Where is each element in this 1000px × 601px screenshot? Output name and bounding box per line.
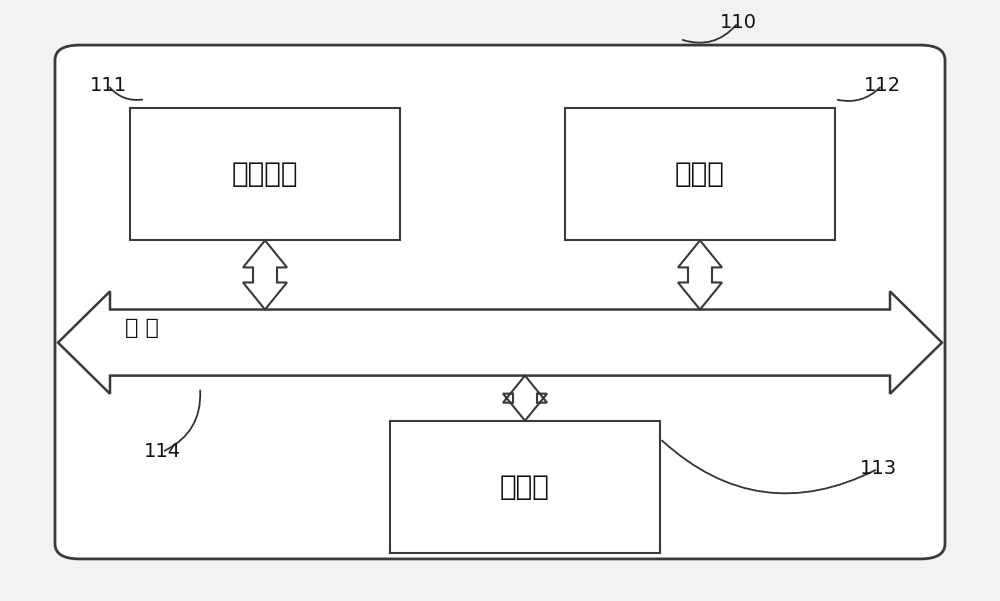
Polygon shape [58,291,942,394]
Bar [130,108,400,240]
Text: 112: 112 [863,76,901,95]
Text: 处理器: 处理器 [675,160,725,188]
Text: 113: 113 [859,459,897,478]
Text: 存储器: 存储器 [500,473,550,501]
Polygon shape [503,376,547,421]
Bar [565,108,835,240]
Polygon shape [678,240,722,310]
Text: 110: 110 [720,13,757,32]
Bar [390,421,660,553]
Text: 总 线: 总 线 [125,317,159,338]
Text: 114: 114 [143,442,181,462]
Polygon shape [243,240,287,310]
Text: 通信接口: 通信接口 [232,160,298,188]
FancyBboxPatch shape [55,45,945,559]
Text: 111: 111 [89,76,127,95]
